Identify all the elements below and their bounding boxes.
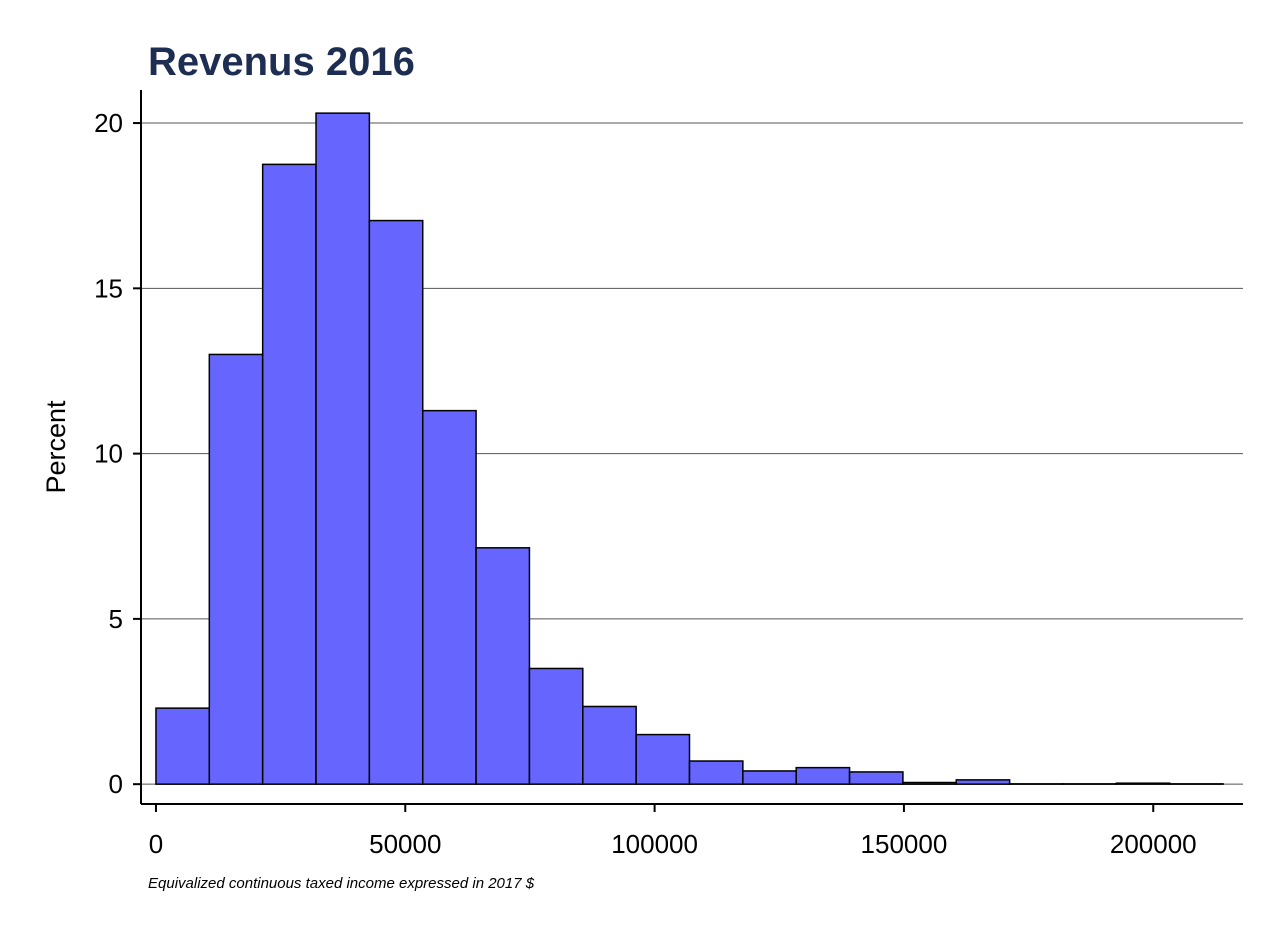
histogram-bar-4 — [316, 113, 369, 784]
histogram-bar-7 — [476, 548, 529, 784]
y-axis-ticks: 0 5 10 15 20 — [94, 108, 141, 799]
histogram-bar-11 — [690, 761, 743, 784]
y-tick-label-0: 0 — [109, 769, 123, 799]
y-axis-label: Percent — [41, 400, 71, 494]
x-tick-label-50000: 50000 — [369, 829, 441, 859]
x-axis-ticks: 0 50000 100000 150000 200000 — [149, 804, 1197, 859]
x-tick-label-200000: 200000 — [1110, 829, 1197, 859]
histogram-bar-6 — [423, 411, 476, 785]
histogram-bar-16 — [956, 780, 1009, 784]
histogram-bar-8 — [529, 668, 582, 784]
y-tick-label-5: 5 — [109, 604, 123, 634]
histogram-bars — [156, 113, 1223, 784]
histogram-bar-19 — [1116, 783, 1169, 784]
histogram-bar-5 — [369, 221, 422, 785]
histogram-bar-15 — [903, 783, 956, 785]
x-tick-label-0: 0 — [149, 829, 163, 859]
chart-title: Revenus 2016 — [148, 40, 415, 84]
x-tick-label-150000: 150000 — [861, 829, 948, 859]
histogram-bar-10 — [636, 735, 689, 785]
histogram-bar-9 — [583, 706, 636, 784]
y-tick-label-10: 10 — [94, 439, 123, 469]
y-tick-label-20: 20 — [94, 108, 123, 138]
histogram-bar-14 — [850, 772, 903, 784]
histogram-bar-2 — [209, 354, 262, 784]
y-tick-label-15: 15 — [94, 273, 123, 303]
histogram-bar-3 — [263, 164, 316, 784]
histogram-bar-12 — [743, 771, 796, 784]
histogram-bar-13 — [796, 768, 849, 785]
histogram-bar-1 — [156, 708, 209, 784]
x-tick-label-100000: 100000 — [611, 829, 698, 859]
x-axis-label: Equivalized continuous taxed income expr… — [148, 875, 535, 892]
